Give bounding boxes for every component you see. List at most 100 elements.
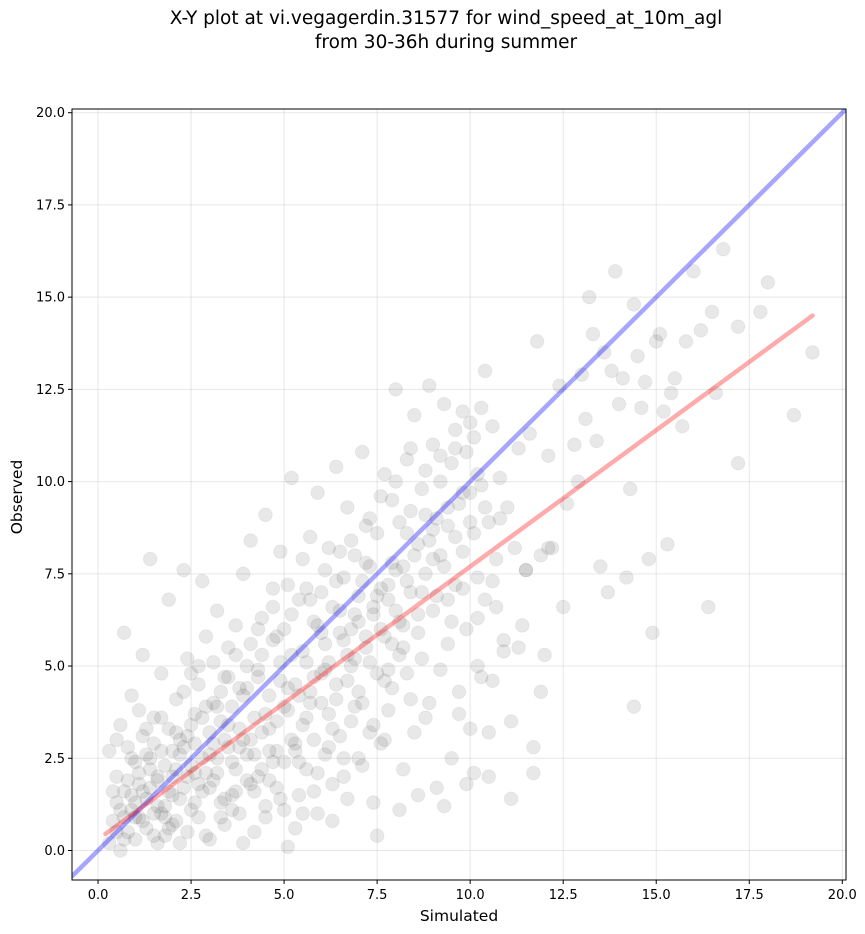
data-point [269,743,284,759]
data-point [343,714,359,729]
data-point [213,684,229,700]
data-point [202,780,217,796]
data-point [395,762,411,777]
data-point [384,636,400,652]
data-point [317,662,333,678]
data-point [384,492,400,508]
data-point [127,809,143,825]
data-point [157,798,173,814]
grid-lines [72,109,846,880]
data-point [209,603,225,619]
data-point [340,791,355,807]
data-point [444,614,459,630]
data-point [369,588,385,604]
chart-title-line-2: from 30-36h during summer [314,32,578,53]
data-point [373,489,389,504]
data-point [239,680,255,696]
data-point [232,806,247,821]
data-point [377,466,392,482]
data-point [113,717,128,733]
data-point [462,721,478,737]
data-point [124,750,139,766]
data-point [351,614,366,630]
data-point [496,632,511,648]
data-point [485,673,500,689]
data-point [198,629,214,644]
data-point [693,323,709,338]
data-point [183,717,199,733]
data-point [708,385,724,401]
data-point [362,725,377,740]
data-point [541,448,556,464]
data-point [369,828,385,844]
data-point [139,721,154,737]
data-point [466,765,482,781]
x-axis-ticks: 0.0 2.5 5.0 7.5 10.0 12.5 15.0 17.5 20.0 [88,880,857,903]
data-point [154,710,169,725]
data-point [340,500,355,515]
data-point [198,828,214,844]
data-point [336,632,351,648]
data-point [459,621,474,637]
data-point [202,747,217,762]
data-point [228,784,244,799]
data-point [295,717,311,733]
data-point [328,691,344,707]
data-point [299,581,314,596]
fit-lines [72,109,846,879]
data-point [503,714,519,729]
data-point [555,599,571,615]
data-point [224,754,240,770]
data-point [474,400,489,416]
data-point [407,548,422,563]
data-point [321,655,337,670]
data-point [261,688,277,703]
data-point [470,466,485,482]
data-point [269,714,284,729]
data-point [410,787,426,803]
data-point [701,599,716,615]
data-point [325,721,340,737]
data-point [366,607,381,622]
data-point [284,607,299,622]
data-point [418,463,433,478]
x-tick-label: 10.0 [456,888,485,903]
data-point [135,728,151,744]
data-point [254,725,270,740]
data-point [388,603,404,619]
data-point [265,599,281,615]
data-point [168,691,184,707]
data-point [392,614,407,630]
data-point [213,809,229,825]
data-point [224,699,240,714]
y-tick-label: 0.0 [44,844,65,859]
data-point [373,736,389,751]
data-point [634,400,649,416]
data-point [150,769,165,785]
x-tick-label: 20.0 [828,888,857,903]
data-point [578,411,593,427]
data-point [183,666,199,681]
data-point [429,780,444,796]
data-point [395,559,411,574]
data-point [247,824,262,840]
data-point [310,806,325,821]
data-point [310,618,325,633]
data-point [168,725,184,740]
data-point [291,688,307,703]
data-point [165,817,180,832]
data-point [451,496,467,512]
data-point [258,706,273,722]
chart-title: X-Y plot at vi.vegagerdin.31577 for wind… [0,7,865,55]
data-point [589,433,604,449]
data-point [314,695,329,711]
data-point [325,776,340,792]
data-point [206,736,221,751]
data-point [678,334,694,349]
data-point [258,809,273,825]
data-point [150,798,165,814]
data-point [373,621,389,637]
data-point [220,739,236,755]
data-point [392,514,407,530]
